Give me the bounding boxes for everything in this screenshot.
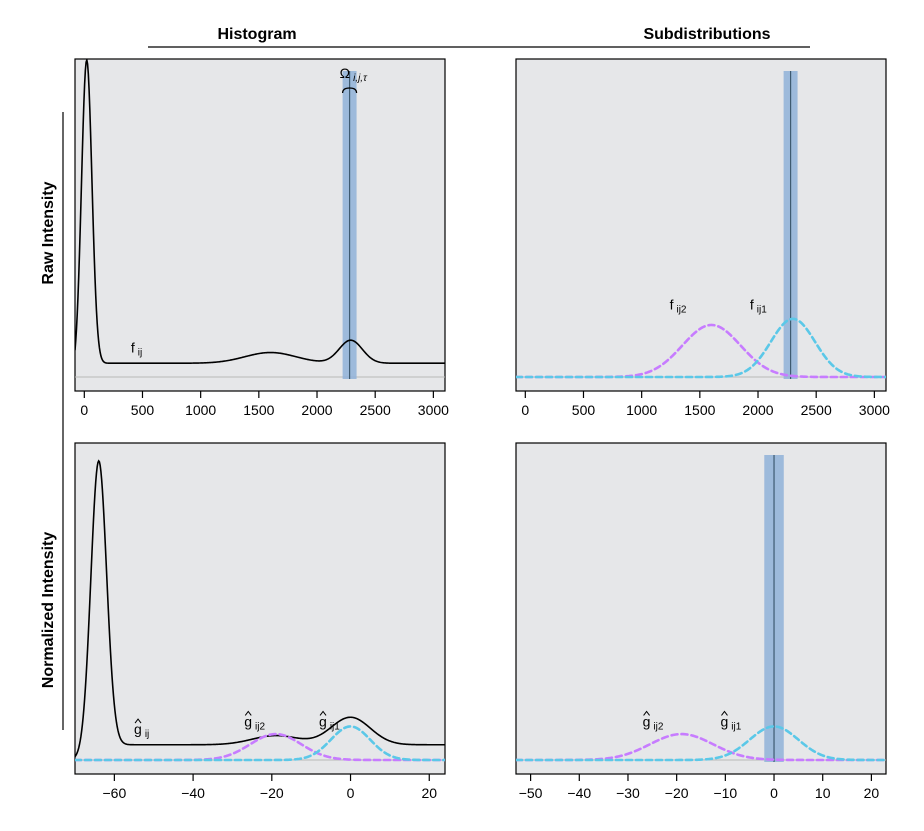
panel-raw-histogram: f ij Ω i,j,τ 0 500 1000 1500 2000 2500 3000 <box>74 58 449 418</box>
x-tick-label: −50 <box>519 785 543 801</box>
series-line-2 <box>75 725 445 762</box>
plot-area <box>74 442 446 775</box>
x-tick-label: 10 <box>815 785 831 801</box>
x-tick-label: −20 <box>260 785 284 801</box>
hat-accent <box>244 710 252 716</box>
x-tick-label: −40 <box>567 785 591 801</box>
series-line-1 <box>516 725 886 762</box>
curve-label-f-ij: f ij <box>131 340 142 359</box>
x-tick-label: 1000 <box>185 402 216 418</box>
x-tick-label: 500 <box>131 402 155 418</box>
plot-area <box>515 58 887 392</box>
plot-area <box>74 58 446 392</box>
x-tick-label: 20 <box>864 785 880 801</box>
x-tick-label: −10 <box>713 785 737 801</box>
curve-label-f-ij1: f ij1 <box>750 297 767 316</box>
x-tick-label: −40 <box>181 785 205 801</box>
column-title-histogram: Histogram <box>217 26 296 43</box>
curve-label-g-ij1: g ij1 <box>319 713 340 732</box>
x-tick-label: 20 <box>421 785 437 801</box>
panel-normalized-subdistributions: g ij2 g ij1 −50 −40 −30 −20 −10 0 10 20 <box>515 442 887 801</box>
x-tick-label: −30 <box>616 785 640 801</box>
hat-accent <box>134 718 142 724</box>
curve-label-g-ij2: g ij2 <box>244 713 265 732</box>
series-line-0 <box>75 59 445 365</box>
x-tick-label: 2500 <box>360 402 391 418</box>
x-tick-label: 1500 <box>243 402 274 418</box>
x-tick-label: 0 <box>80 402 88 418</box>
x-tick-label: 2500 <box>801 402 832 418</box>
x-tick-label: 1000 <box>626 402 657 418</box>
hat-accent <box>721 710 728 716</box>
plot-area <box>515 442 887 775</box>
x-tick-label: 0 <box>770 785 778 801</box>
window-brace <box>341 87 358 94</box>
x-tick-label: 0 <box>347 785 355 801</box>
x-tick-label: 0 <box>521 402 529 418</box>
curve-label-g-ij: g ij <box>134 721 149 740</box>
x-tick-label: 3000 <box>418 402 449 418</box>
x-tick-label: 3000 <box>859 402 890 418</box>
curve-label-f-ij2: f ij2 <box>670 297 687 316</box>
hat-accent <box>319 710 327 716</box>
curve-label-g-ij1: g ij1 <box>720 713 741 732</box>
curve-label-g-ij2: g ij2 <box>643 713 664 732</box>
x-tick-label: 2000 <box>301 402 332 418</box>
x-tick-label: −60 <box>102 785 126 801</box>
column-title-subdistributions: Subdistributions <box>643 26 770 43</box>
x-tick-label: 2000 <box>742 402 773 418</box>
row-title-raw: Raw Intensity <box>40 181 57 284</box>
row-title-normalized: Normalized Intensity <box>40 532 57 689</box>
x-tick-label: −20 <box>665 785 689 801</box>
series-line-1 <box>516 317 886 379</box>
x-tick-label: 500 <box>572 402 596 418</box>
panel-raw-subdistributions: f ij2 f ij1 0 500 1000 1500 2000 2500 3000 <box>515 58 890 418</box>
x-tick-label: 1500 <box>684 402 715 418</box>
panel-normalized-histogram: g ij g ij2 g ij1 −60 −40 −20 0 20 <box>74 442 446 801</box>
hat-accent <box>643 710 650 716</box>
